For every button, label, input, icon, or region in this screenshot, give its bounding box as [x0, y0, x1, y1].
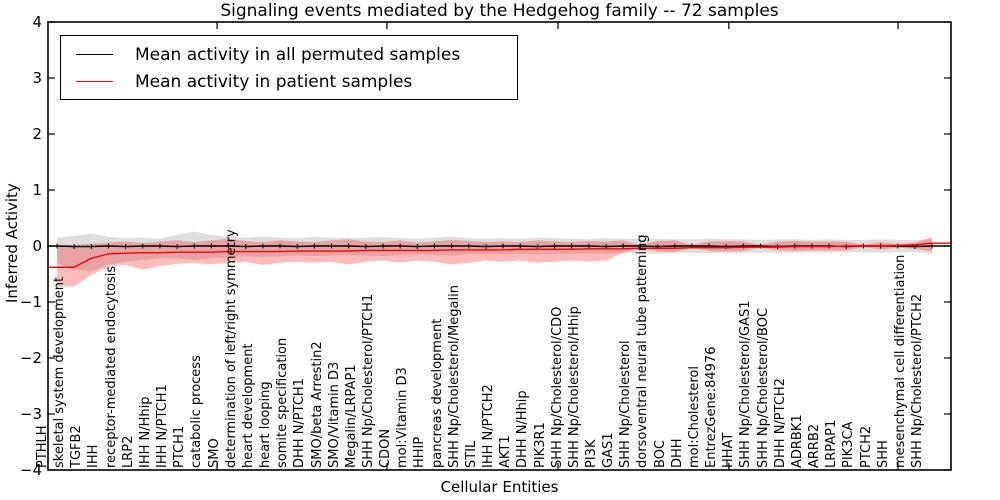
category-label: dorsoventral neural tube patterning	[635, 234, 651, 468]
category-label: SHH Np/Cholesterol/PTCH1	[360, 293, 376, 468]
category-label: SMO/Vitamin D3	[326, 361, 342, 468]
category-label: SHH Np/Cholesterol/Megalin	[446, 285, 462, 468]
category-label: mesenchymal cell differentiation	[892, 254, 908, 468]
legend-item-label: Mean activity in patient samples	[135, 71, 413, 92]
category-label: HHIP	[412, 436, 428, 468]
category-label: IHH N/Hhip	[137, 396, 153, 469]
category-label: AKT1	[498, 435, 514, 468]
patient-mean-line	[48, 242, 951, 268]
category-label: LRPAP1	[824, 419, 840, 468]
x-axis-label: Cellular Entities	[440, 478, 559, 496]
category-label: DHH N/PTCH1	[292, 378, 308, 468]
category-label: GAS1	[601, 432, 617, 469]
category-label: PTCH1	[172, 425, 188, 468]
category-label: LRP2	[120, 435, 136, 468]
category-label: DHH N/PTCH2	[772, 378, 788, 468]
category-label: IHH N/PTCH1	[155, 384, 171, 468]
y-tick-label: 0	[32, 237, 42, 255]
category-label: IHH N/PTCH2	[481, 384, 497, 468]
category-label: SHH Np/Cholesterol/PTCH2	[910, 293, 925, 468]
category-label: determination of left/right symmetry	[223, 229, 239, 468]
category-label: mol:Vitamin D3	[395, 367, 411, 468]
category-label: somite specification	[275, 337, 291, 468]
category-label: catabolic process	[189, 355, 205, 468]
category-label: CDON	[378, 428, 394, 468]
category-label: BOC	[652, 440, 668, 468]
y-tick-label: 1	[32, 181, 42, 199]
category-label: SMO	[206, 438, 222, 468]
category-label: pancreas development	[429, 318, 445, 468]
patient-band	[57, 237, 933, 287]
category-label: skeletal system development	[52, 276, 68, 468]
category-label: SHH Np/Cholesterol/CDO	[549, 306, 565, 468]
category-label: mol:Cholesterol	[686, 366, 702, 468]
category-label: receptor-mediated endocytosis	[103, 265, 119, 468]
category-label: SHH Np/Cholesterol/Hhip	[566, 306, 582, 468]
legend-item: Mean activity in patient samples	[61, 68, 517, 95]
y-tick-label: −4	[19, 461, 42, 479]
chart-title: Signaling events mediated by the Hedgeho…	[220, 1, 779, 21]
legend-line-sample	[76, 81, 113, 82]
category-label: SHH	[875, 440, 891, 468]
category-label: SHH Np/Cholesterol/BOC	[755, 307, 771, 468]
category-label: IHH	[86, 444, 102, 468]
category-label: PI3K	[584, 439, 600, 468]
category-label: STIL	[463, 440, 479, 468]
category-label: EntrezGene:84976	[704, 346, 720, 468]
category-label: SHH Np/Cholesterol/GAS1	[738, 300, 754, 468]
permuted-band	[57, 231, 933, 272]
legend-item: Mean activity in all permuted samples	[61, 41, 517, 68]
legend-item-label: Mean activity in all permuted samples	[135, 44, 461, 65]
legend: Mean activity in all permuted samples Mea…	[60, 35, 518, 100]
category-label: heart looping	[258, 381, 274, 468]
category-label: PTCH2	[858, 425, 874, 468]
category-label: ADRBK1	[789, 414, 805, 468]
category-label: HHAT	[721, 432, 737, 468]
legend-line-sample	[76, 54, 113, 55]
y-tick-label: −3	[19, 405, 42, 423]
category-label: ARRB2	[807, 423, 823, 468]
category-label: Megalin/LRPAP1	[343, 364, 359, 468]
category-label: SMO/beta Arrestin2	[309, 341, 325, 468]
y-tick-label: −2	[19, 349, 42, 367]
category-label: PIK3R1	[532, 422, 548, 468]
category-label: DHH N/Hhip	[515, 390, 531, 468]
category-label: PIK3CA	[841, 421, 857, 468]
y-tick-label: −1	[19, 293, 42, 311]
category-label: SHH Np/Cholesterol	[618, 340, 634, 468]
y-tick-label: 2	[32, 125, 42, 143]
y-tick-label: 4	[32, 13, 42, 31]
category-label: PTHLH	[35, 425, 50, 468]
category-label: heart development	[240, 343, 256, 468]
category-label: TGFB2	[69, 425, 85, 468]
category-label: DHH	[669, 438, 685, 468]
y-tick-label: 3	[32, 69, 42, 87]
